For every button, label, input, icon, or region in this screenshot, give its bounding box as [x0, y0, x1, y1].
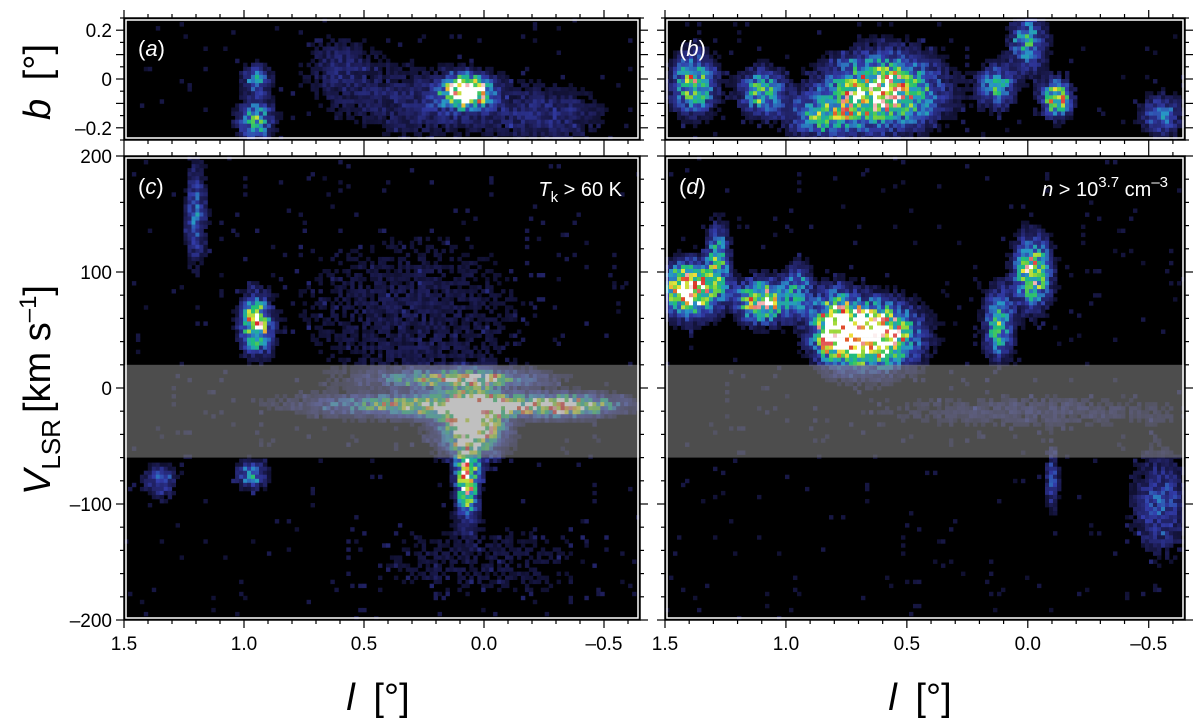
panel-c: 1.5 1.0 0.5 0.0 –0.5 200 100 0 –100 –200 (c): [70, 147, 648, 655]
shaded-band: [124, 364, 640, 458]
x-tick-label: 1.5: [652, 634, 678, 655]
x-tick-label: 0.0: [471, 634, 497, 655]
inner-frame: [125, 157, 639, 619]
inner-frame: [666, 19, 1184, 139]
x-tick-label: 1.0: [231, 634, 257, 655]
x-tick-label: 0.5: [894, 634, 920, 655]
panel-a: 0.2 0 –0.2 (a): [75, 10, 648, 148]
condition-label-d: n > 103.7 cm–3: [1042, 174, 1168, 201]
panel-b: (b): [657, 10, 1193, 148]
panel-letter-c: (c): [138, 174, 164, 199]
b-axis-title: b [°]: [17, 44, 59, 120]
condition-label-c: Tk > 60 K: [538, 179, 622, 206]
l-axis-title-left: l [°]: [346, 677, 409, 719]
x-tick-label: 0.5: [351, 634, 377, 655]
shaded-band: [665, 364, 1185, 458]
x-tick-label: 1.5: [111, 634, 137, 655]
panel-letter-a: (a): [138, 36, 165, 61]
panel-letter-d: (d): [679, 174, 706, 199]
panel-letter-b: (b): [679, 36, 706, 61]
x-tick-label: 0.0: [1015, 634, 1041, 655]
y-tick-label: –100: [70, 495, 112, 516]
y-tick-label: 0.2: [86, 21, 112, 42]
inner-frame: [125, 19, 639, 139]
l-axis-title-right: l [°]: [888, 677, 951, 719]
y-tick-label: 200: [80, 147, 112, 168]
y-tick-label: –0.2: [75, 119, 112, 140]
x-tick-label: –0.5: [586, 634, 623, 655]
y-tick-label: 100: [80, 263, 112, 284]
y-tick-label: –200: [70, 611, 112, 632]
vlsr-axis-title: VLSR[km s–1]: [15, 285, 66, 495]
inner-frame: [666, 157, 1184, 619]
heatmap-cells: [139, 18, 633, 141]
x-tick-label: 1.0: [773, 634, 799, 655]
x-tick-label: –0.5: [1130, 634, 1167, 655]
y-tick-label: 0: [101, 379, 112, 400]
panel-d: 1.5 1.0 0.5 0.0 –0.5 (d): [652, 148, 1193, 655]
y-tick-label: 0: [101, 70, 112, 91]
